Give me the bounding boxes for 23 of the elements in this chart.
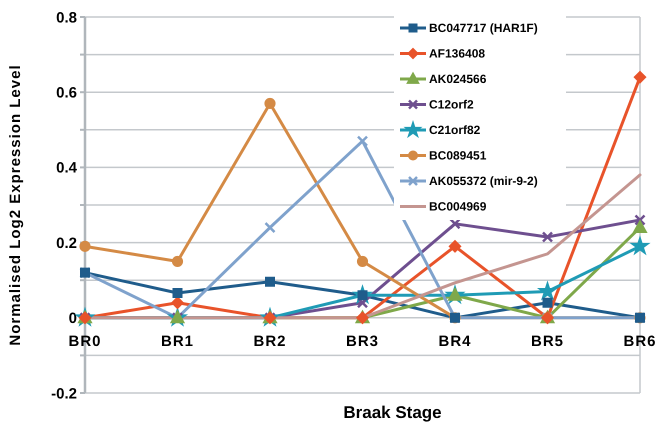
y-axis-title: Normalised Log2 Expression Level — [7, 64, 24, 346]
legend-label: AK024566 — [429, 72, 487, 86]
x-tick-label: BR6 — [623, 332, 657, 350]
legend-label: C12orf2 — [429, 98, 474, 112]
x-axis-title: Braak Stage — [343, 403, 442, 422]
x-tick-label: BR0 — [68, 332, 102, 350]
legend-label: C21orf82 — [429, 123, 481, 138]
x-tick-label: BR2 — [253, 332, 287, 350]
y-tick-label: 0 — [68, 310, 77, 328]
y-tick-label: 0.8 — [56, 9, 77, 26]
x-tick-label: BR1 — [160, 332, 194, 350]
legend-label: AK055372 (mir-9-2) — [429, 174, 538, 188]
x-tick-label: BR5 — [530, 332, 564, 350]
y-tick-label: 0.4 — [56, 160, 78, 177]
legend-label: AF136408 — [429, 46, 486, 61]
legend-label: BC089451 — [429, 148, 487, 163]
x-tick-label: BR4 — [438, 332, 472, 350]
y-tick-label: -0.2 — [51, 385, 77, 402]
legend-label: BC047717 (HAR1F) — [429, 21, 538, 36]
x-tick-label: BR3 — [346, 332, 380, 350]
y-tick-label: 0.2 — [56, 234, 77, 252]
legend-label: BC004969 — [429, 200, 487, 214]
y-tick-label: 0.6 — [56, 84, 77, 102]
